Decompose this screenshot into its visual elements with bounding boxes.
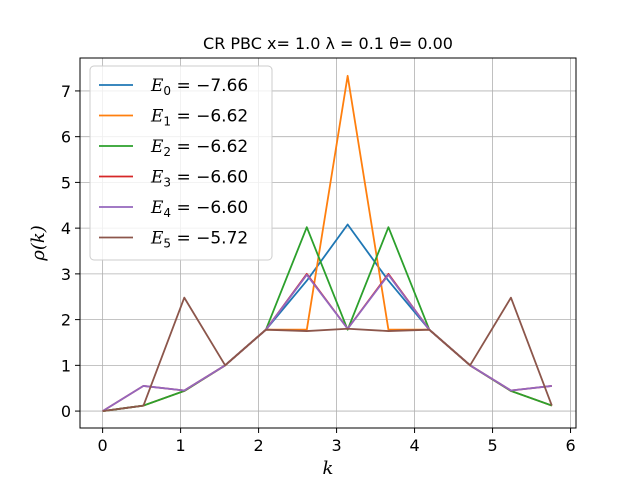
- x-tick-label: 0: [98, 436, 108, 455]
- legend-entry-e3: E3 = −6.60: [150, 168, 248, 190]
- legend-entry-e1: E1 = −6.62: [150, 107, 248, 129]
- chart-title: CR PBC x= 1.0 λ = 0.1 θ= 0.00: [203, 34, 453, 53]
- legend-entry-e5: E5 = −5.72: [150, 229, 248, 251]
- legend-entry-e4: E4 = −6.60: [150, 198, 248, 220]
- y-tick-label: 3: [61, 265, 71, 284]
- x-axis-label: k: [323, 458, 334, 479]
- y-axis-label: ρ(k): [28, 225, 49, 262]
- y-tick-label: 1: [61, 356, 71, 375]
- legend-box: [89, 65, 273, 261]
- series-lines: [102, 74, 553, 412]
- series-line-e5: [102, 296, 553, 412]
- x-tick-label: 6: [565, 436, 575, 455]
- y-tick-label: 0: [61, 402, 71, 421]
- legend-entry-e2: E2 = −6.62: [150, 137, 248, 159]
- y-axis-ticks: 0 1 2 3 4 5 6 7: [61, 82, 80, 421]
- y-tick-label: 7: [61, 82, 71, 101]
- legend-entry-e0: E0 = −7.66: [150, 76, 248, 98]
- y-tick-label: 6: [61, 128, 71, 147]
- legend: E0 = −7.66 E1 = −6.62 E2 = −6.62 E3 = −6.60…: [89, 65, 273, 261]
- legend-items: E0 = −7.66 E1 = −6.62 E2 = −6.62 E3 = −6.60…: [99, 76, 248, 251]
- series-line-e4: [102, 273, 552, 412]
- x-tick-label: 2: [253, 436, 263, 455]
- x-tick-label: 5: [487, 436, 497, 455]
- plot-frame: [79, 57, 577, 429]
- x-tick-label: 3: [331, 436, 341, 455]
- y-tick-label: 4: [61, 219, 71, 238]
- x-axis-ticks: 0 1 2 3 4 5 6: [98, 428, 576, 455]
- y-tick-label: 5: [61, 173, 71, 192]
- y-tick-label: 2: [61, 311, 71, 330]
- x-tick-label: 1: [176, 436, 186, 455]
- x-tick-label: 4: [409, 436, 419, 455]
